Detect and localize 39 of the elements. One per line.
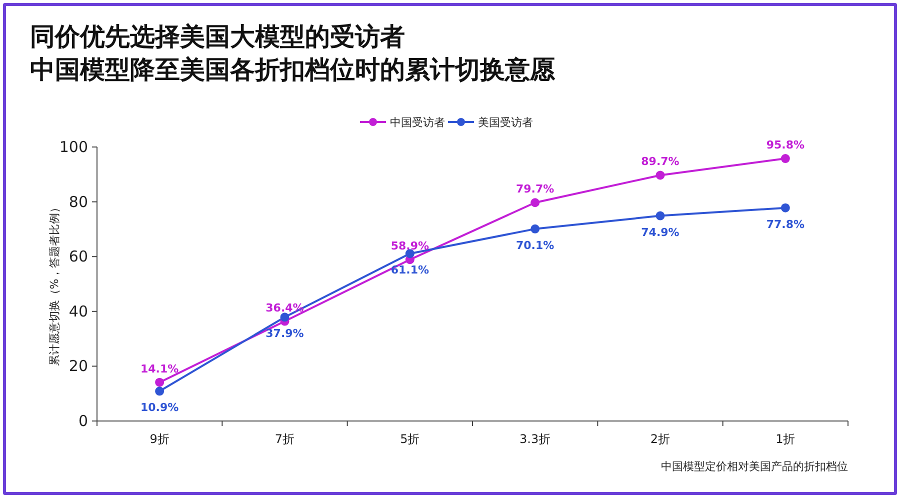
y-tick-label: 100 xyxy=(59,138,88,156)
point xyxy=(155,378,164,387)
x-tick-label: 3.3折 xyxy=(520,432,551,446)
point xyxy=(656,170,665,180)
x-axis-title: 中国模型定价相对美国产品的折扣档位 xyxy=(661,460,848,473)
x-tick-label: 1折 xyxy=(776,432,796,446)
data-label: 14.1% xyxy=(140,362,179,376)
point xyxy=(656,211,665,220)
y-tick-label: 40 xyxy=(68,302,88,320)
data-label: 58.9% xyxy=(390,240,430,253)
y-tick-label: 20 xyxy=(68,357,88,376)
chart-subtitle: 中国模型降至美国各折扣档位时的累计切换意愿 xyxy=(30,55,556,84)
x-tick-label: 2折 xyxy=(650,432,670,446)
legend-label: 美国受访者 xyxy=(478,116,533,129)
data-label: 79.7% xyxy=(516,182,554,196)
data-label: 61.1% xyxy=(390,264,430,277)
legend-label: 中国受访者 xyxy=(390,116,445,129)
x-tick-label: 7折 xyxy=(274,432,295,446)
x-tick-label: 5折 xyxy=(400,432,420,446)
data-label: 36.4% xyxy=(266,301,304,314)
point xyxy=(155,386,164,396)
y-tick-label: 60 xyxy=(68,248,88,266)
point xyxy=(530,224,540,234)
point xyxy=(780,203,790,212)
data-label: 95.8% xyxy=(766,138,805,152)
data-label: 37.9% xyxy=(266,327,304,340)
chart-title: 同价优先选择美国大模型的受访者 xyxy=(30,22,405,51)
point xyxy=(530,198,540,208)
y-axis-title: 累计愿意切换（%，答题者比例） xyxy=(48,202,61,366)
data-label: 70.1% xyxy=(516,238,554,252)
data-label: 89.7% xyxy=(641,155,680,168)
data-label: 10.9% xyxy=(140,401,179,414)
data-label: 74.9% xyxy=(641,226,680,239)
y-tick-label: 80 xyxy=(68,192,88,211)
y-tick-label: 0 xyxy=(78,412,88,430)
x-tick-label: 9折 xyxy=(150,432,170,446)
data-label: 77.8% xyxy=(766,218,805,231)
point xyxy=(780,154,790,164)
point xyxy=(280,312,290,322)
